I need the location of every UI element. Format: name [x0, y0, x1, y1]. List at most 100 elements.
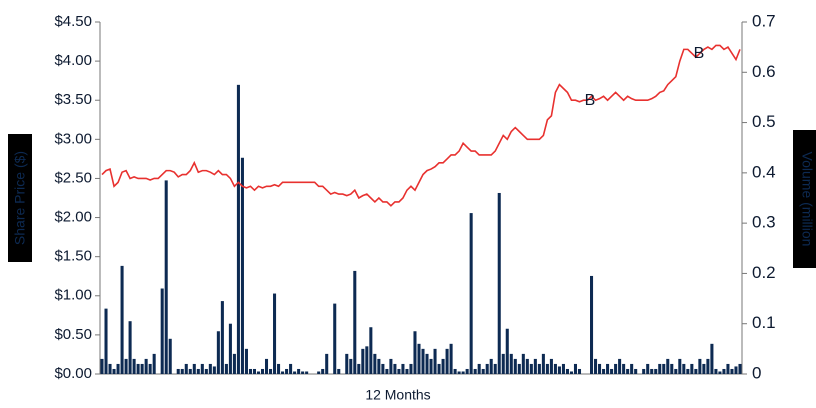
volume-bar [345, 353, 349, 374]
y-tick-label: $3.00 [54, 130, 92, 147]
volume-bar [365, 346, 369, 374]
volume-bar [140, 363, 144, 374]
volume-bar [389, 358, 393, 374]
volume-bar [393, 363, 397, 374]
volume-bar [598, 363, 602, 374]
volume-bar [565, 368, 569, 374]
volume-bar [606, 363, 610, 374]
volume-bar [413, 331, 417, 374]
volume-bar [188, 368, 192, 374]
volume-bar [573, 363, 578, 374]
buy-marker: B [585, 92, 596, 109]
volume-bar [244, 348, 248, 374]
volume-bar [124, 358, 128, 374]
volume-bar [610, 368, 614, 374]
volume-bar [321, 368, 325, 374]
volume-bar [722, 368, 726, 374]
volume-bar [208, 363, 212, 374]
volume-bar [385, 368, 389, 374]
volume-bar [541, 353, 545, 374]
volume-bar [698, 358, 702, 374]
volume-bar [108, 363, 112, 374]
volume-bar [525, 358, 529, 374]
volume-bar [441, 358, 445, 374]
y2-tick-label: 0.3 [752, 213, 776, 232]
volume-bar [521, 353, 525, 374]
volume-bar [136, 363, 140, 374]
volume-bar [726, 363, 730, 374]
volume-bar [381, 363, 385, 374]
volume-bar [128, 321, 132, 374]
volume-bar [626, 368, 630, 374]
volume-bar [377, 358, 381, 374]
y-tick-label: $1.00 [54, 287, 92, 304]
volume-bar [264, 358, 269, 374]
volume-bar [176, 368, 180, 374]
volume-bar [658, 363, 662, 374]
volume-bar [706, 358, 710, 374]
volume-bar [734, 366, 738, 374]
volume-bar [405, 368, 409, 374]
y-tick-label: $4.50 [54, 13, 92, 30]
volume-bar [493, 363, 497, 374]
volume-bar [112, 368, 116, 374]
y-axis-label: Share Price ($) [12, 151, 28, 245]
y2-tick-label: 0.5 [752, 112, 776, 131]
volume-bar [545, 363, 549, 374]
volume-bar [497, 192, 501, 374]
volume-bar [425, 353, 429, 374]
volume-bar [602, 368, 606, 374]
volume-bar [305, 371, 309, 374]
y-tick-label: $2.00 [54, 209, 92, 226]
volume-bar [164, 180, 168, 374]
y2-tick-label: 0.2 [752, 263, 776, 282]
volume-bar [517, 363, 521, 374]
volume-bar [590, 275, 594, 374]
volume-bar [293, 371, 297, 374]
volume-bar [429, 358, 433, 374]
volume-bar [630, 363, 634, 374]
y-tick-label: $0.00 [54, 365, 92, 382]
volume-bar [349, 358, 353, 374]
volume-bar [297, 368, 301, 374]
volume-bar [533, 358, 537, 374]
volume-bar [509, 353, 513, 374]
volume-bar [144, 358, 148, 374]
volume-bar [433, 348, 437, 374]
volume-bar [634, 368, 638, 374]
volume-bar [445, 348, 449, 374]
volume-bar [453, 368, 457, 374]
volume-bar [285, 368, 289, 374]
volume-bar [682, 363, 686, 374]
volume-bar [401, 363, 405, 374]
volume-bar [690, 363, 694, 374]
volume-bar [357, 363, 361, 374]
volume-bar [421, 348, 425, 374]
volume-bar [100, 358, 104, 374]
volume-bar [469, 213, 473, 374]
volume-bar [132, 358, 136, 374]
volume-bar [369, 327, 373, 374]
volume-bar [281, 371, 285, 374]
y2-tick-label: 0.1 [752, 313, 776, 332]
y2-tick-label: 0.7 [752, 11, 776, 30]
volume-bar [200, 363, 204, 374]
volume-bar [594, 358, 598, 374]
volume-bar [465, 368, 469, 374]
volume-bar [618, 358, 622, 374]
volume-bar [168, 338, 172, 374]
volume-bar [361, 348, 365, 374]
volume-bar [557, 366, 561, 374]
volume-bar [549, 358, 553, 374]
volume-bar [718, 371, 722, 374]
volume-bar [674, 368, 678, 374]
volume-bar [622, 363, 626, 374]
volume-bar [537, 363, 541, 374]
volume-bar [120, 265, 124, 374]
volume-bar [662, 363, 666, 374]
y2-label-box [793, 130, 816, 268]
volume-bar [529, 363, 533, 374]
volume-bar [269, 368, 273, 374]
volume-bar [333, 303, 337, 374]
volume-bar [216, 331, 220, 374]
